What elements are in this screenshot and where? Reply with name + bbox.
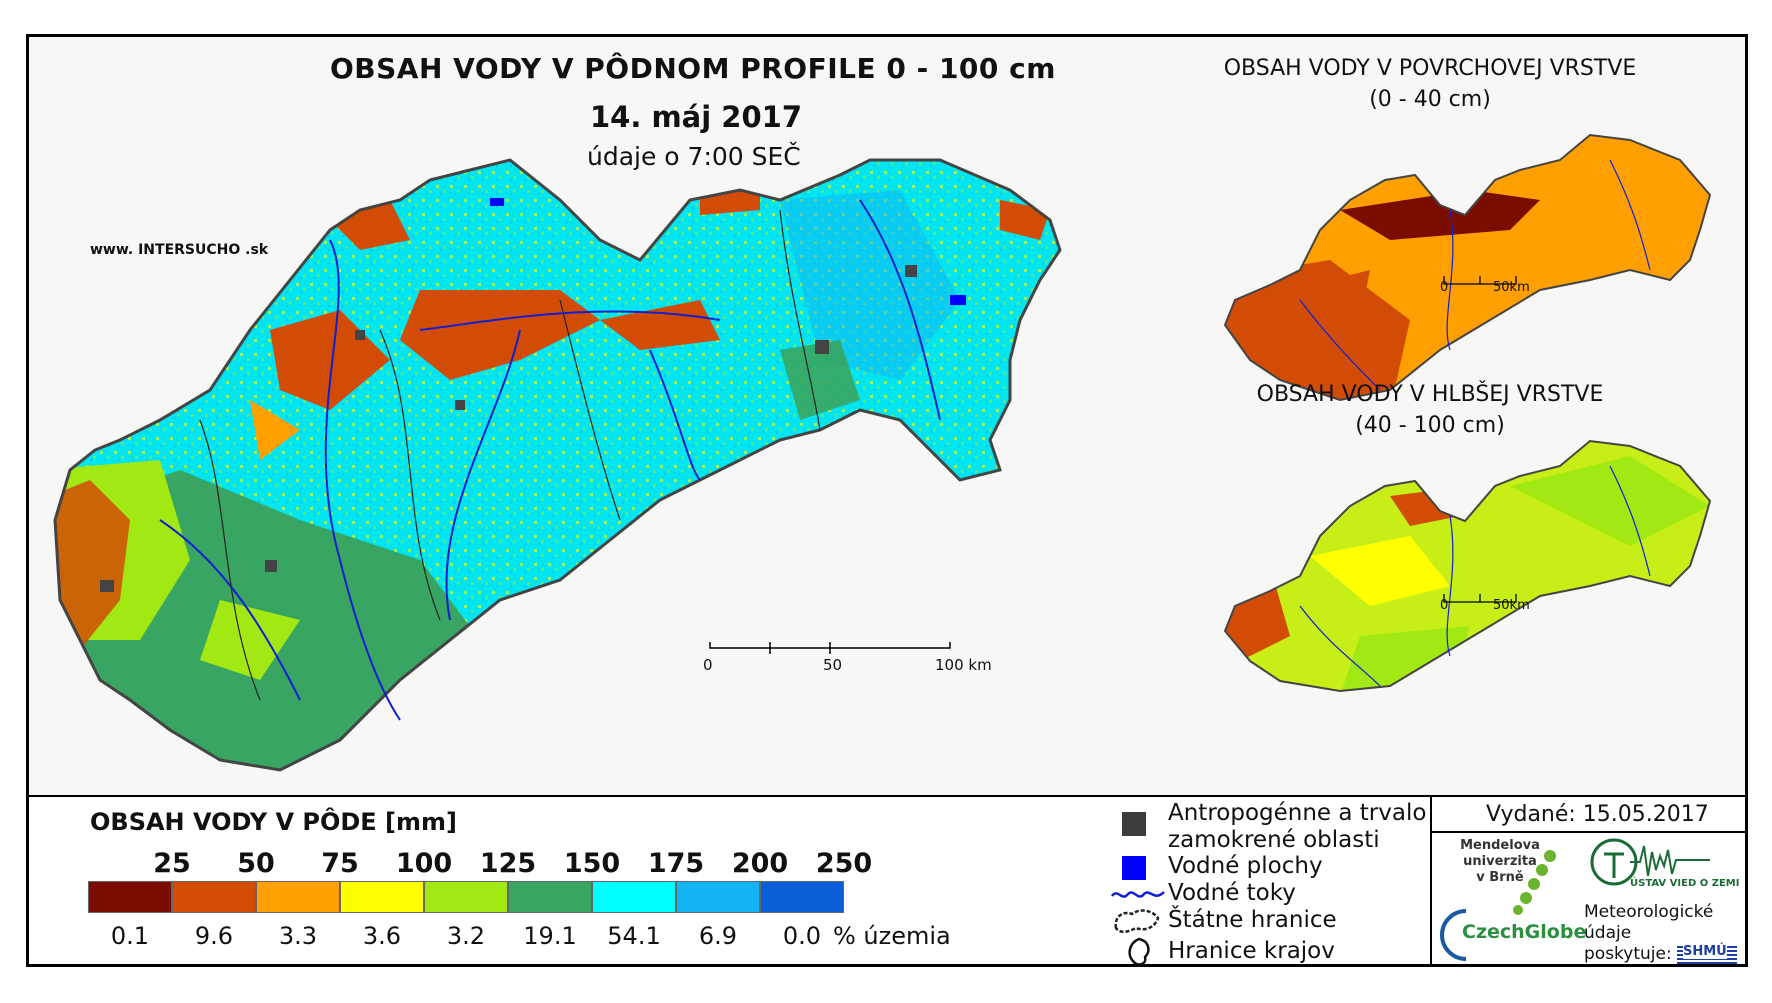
legend-class-label: 100 [395,848,453,879]
legend-swatch [760,881,844,913]
uvgz-logo [1590,838,1710,886]
legend-title: OBSAH VODY V PÔDE [mm] [90,808,458,836]
legend-class-label: 75 [321,848,359,879]
surface-panel-title: OBSAH VODY V POVRCHOVEJ VRSTVE [1223,56,1637,81]
legend-class-label: 250 [815,848,873,879]
deep-scale-50: 50km [1493,598,1530,613]
urban-area-swatch [1122,812,1146,836]
czechglobe-logo-text: CzechGlobe [1462,921,1587,943]
legend-class-label: 25 [153,848,191,879]
shmu-logo: SHMÚ [1677,944,1737,964]
water-body-swatch [1122,856,1146,880]
surface-scale-50: 50km [1493,280,1530,295]
map-title: OBSAH VODY V PÔDNOM PROFILE 0 - 100 cm [330,52,1056,85]
legend-class-percent: 54.1 [607,922,661,950]
meteo-credit-text: Meteorologické údaje poskytuje: [1584,902,1714,964]
legend-class-percent: 19.1 [523,922,577,950]
legend-class-percent: 0.1 [110,922,150,950]
shmu-logo-text: SHMÚ [1683,944,1727,959]
region-border-icon [1128,937,1150,966]
deep-minimap [1223,439,1712,693]
river-line-icon [1111,891,1165,898]
surface-minimap [1223,133,1712,402]
deep-panel-depth: (40 - 100 cm) [1355,413,1505,438]
water-body-label: Vodné plochy [1168,853,1323,879]
legend-class-label: 200 [731,848,789,879]
legend-class-label: 175 [647,848,705,879]
legend-unit-label: % územia [833,922,951,950]
legend-class-percent: 9.6 [194,922,234,950]
main-scale-tick-100: 100 km [935,656,992,674]
legend-swatch [340,881,424,913]
deep-scale-0: 0 [1440,598,1449,613]
deep-scale-bar [1443,594,1517,603]
region-border-label: Hranice krajov [1168,938,1335,964]
legend-swatch [676,881,760,913]
main-scale-tick-50: 50 [823,656,843,674]
legend-class-percent: 0.0 [782,922,822,950]
legend-class-percent: 3.6 [362,922,402,950]
legend-swatch [592,881,676,913]
main-scale-tick-0: 0 [703,656,713,674]
legend-swatch [88,881,172,913]
czechglobe-arc-logo [1440,909,1467,961]
website-label: www. INTERSUCHO .sk [90,242,269,258]
uvgz-text: ÚSTAV VIED O ZEMI [1630,878,1740,889]
legend-class-label: 125 [479,848,537,879]
state-border-label: Štátne hranice [1168,907,1337,933]
map-time: údaje o 7:00 SEČ [587,142,801,171]
legend-swatch [172,881,256,913]
legend-class-label: 50 [237,848,275,879]
state-border-icon [1114,909,1160,933]
legend-class-percent: 6.9 [698,922,738,950]
legend-divider [1430,797,1432,965]
issued-box [1432,797,1746,833]
surface-panel-depth: (0 - 40 cm) [1369,87,1491,112]
mendel-dots-logo [1513,850,1556,915]
river-label: Vodné toky [1168,880,1296,906]
issued-date: Vydané: 15.05.2017 [1486,802,1709,827]
main-scale-bar [709,642,951,654]
surface-scale-0: 0 [1440,280,1449,295]
mendel-university-text: Mendelova univerzita v Brně [1460,838,1540,885]
legend-class-percent: 3.2 [446,922,486,950]
urban-area-label: Antropogénne a trvalo zamokrené oblasti [1168,800,1427,853]
map-date: 14. máj 2017 [590,100,803,134]
legend-swatch [508,881,592,913]
legend-swatch [256,881,340,913]
legend-class-label: 150 [563,848,621,879]
deep-panel-title: OBSAH VODY V HLBŠEJ VRSTVE [1256,382,1604,407]
surface-scale-bar [1443,276,1517,285]
legend-swatch [424,881,508,913]
legend-class-percent: 3.3 [278,922,318,950]
